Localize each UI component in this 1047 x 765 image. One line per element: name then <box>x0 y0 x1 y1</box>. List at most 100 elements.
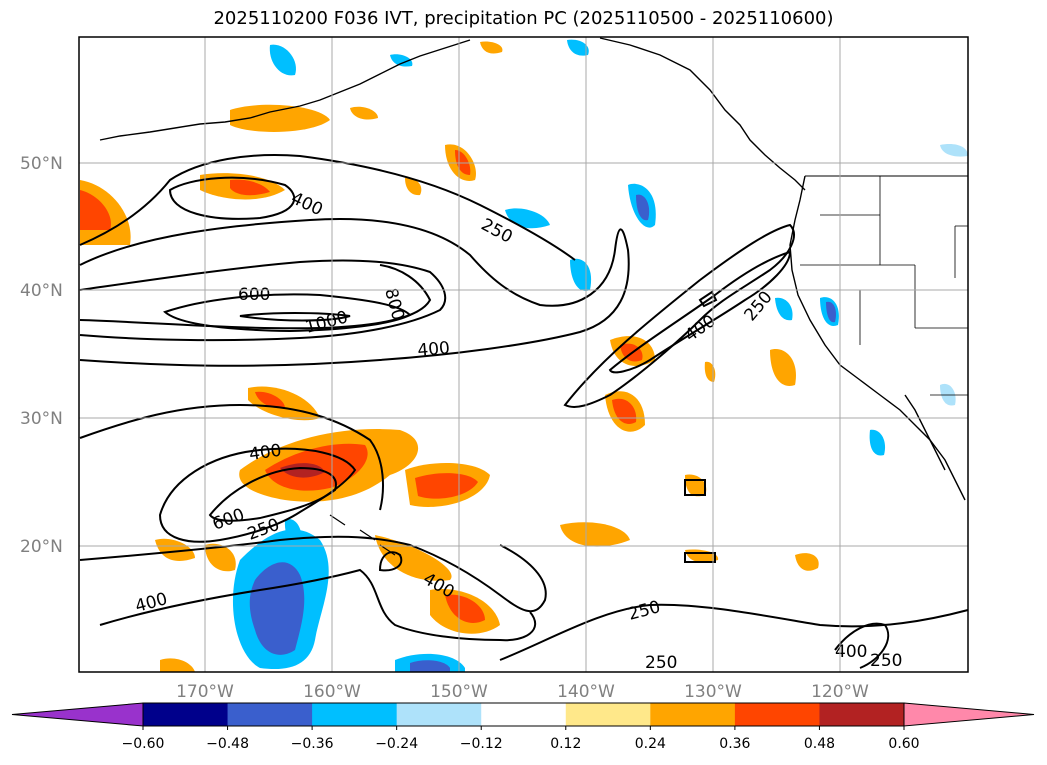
contour-label: 400 <box>681 311 719 346</box>
precip-positive-core <box>80 190 111 230</box>
hawaii-islands <box>329 514 396 556</box>
contour-label: 250 <box>626 597 663 625</box>
colorbar-swatch <box>396 703 482 726</box>
precip-positive-area <box>350 106 378 120</box>
alaska-coastline <box>599 37 806 191</box>
colorbar: −0.60 −0.48 −0.36 −0.24 −0.12 0.12 0.24 0.36 0.4… <box>11 702 1035 752</box>
lon-label: 130°W <box>684 682 742 702</box>
aleutian-coastline <box>99 39 471 141</box>
precip-positive-area <box>205 543 236 572</box>
precip-positive-core <box>415 473 478 499</box>
lon-label: 120°W <box>811 682 869 702</box>
ivt-contour-250 <box>684 479 706 496</box>
contour-label: 1000 <box>303 307 350 338</box>
colorbar-frame <box>142 702 905 727</box>
precip-negative-area <box>505 208 550 229</box>
ivt-contour-1000 <box>239 312 351 322</box>
contour-label: 400 <box>417 338 451 361</box>
contour-label: 400 <box>133 589 170 617</box>
colorbar-swatch <box>312 703 398 726</box>
lat-label: 30°N <box>20 409 63 429</box>
us-state-lines <box>800 176 968 396</box>
lon-label: 150°W <box>430 682 488 702</box>
lon-label: 160°W <box>303 682 361 702</box>
colorbar-swatch <box>650 703 736 726</box>
precip-positive-core <box>255 391 285 409</box>
precip-negative-core <box>826 301 836 323</box>
contour-label: 600 <box>238 285 270 305</box>
contour-label: 250 <box>741 287 777 325</box>
ivt-contour-400 <box>158 447 357 543</box>
ivt-contour-400 <box>168 176 296 220</box>
contour-label: 250 <box>870 651 902 671</box>
ivt-contour-250 <box>79 403 384 511</box>
ivt-contour-250 <box>378 551 403 572</box>
precip-negative-area <box>775 297 793 321</box>
precip-negative-area <box>869 429 886 456</box>
lat-label: 50°N <box>20 154 63 174</box>
ivt-contour-250 <box>79 218 630 367</box>
precip-negative-area <box>269 44 296 76</box>
colorbar-swatch <box>734 703 820 726</box>
precip-positive-area <box>560 522 630 547</box>
colorbar-tick-label: 0.60 <box>888 736 919 752</box>
ivt-contour-400 <box>99 568 537 642</box>
precip-positive-area <box>230 104 330 132</box>
graticule <box>79 37 968 672</box>
contour-label: 400 <box>288 188 326 220</box>
ivt-contour-250 <box>499 603 969 661</box>
precip-positive-core <box>230 179 270 196</box>
ivt-contour-250 <box>79 535 547 613</box>
ivt-contour-250 <box>79 154 576 261</box>
contour-label: 800 <box>380 286 408 323</box>
colorbar-tick-label: −0.36 <box>291 736 334 752</box>
colorbar-extend-high <box>903 702 1035 727</box>
ivt-contour-800 <box>79 264 432 330</box>
precip-positive-peak <box>280 463 325 478</box>
contour-label: 400 <box>248 441 283 465</box>
contour-label: 250 <box>645 653 677 673</box>
precip-positive-area <box>795 553 819 571</box>
lat-label: 20°N <box>20 537 63 557</box>
ivt-contour-250 <box>684 552 716 563</box>
precip-positive-area <box>405 177 422 196</box>
colorbar-swatch <box>143 703 229 726</box>
longitude-labels: 170°W 160°W 150°W 140°W 130°W 120°W <box>176 682 869 702</box>
precip-positive-area <box>685 474 707 497</box>
colorbar-tick-label: −0.12 <box>460 736 503 752</box>
precip-positive-area <box>480 41 503 54</box>
colorbar-tick-label: 0.48 <box>804 736 835 752</box>
precip-negative-area <box>567 39 589 56</box>
colorbar-swatch <box>565 703 651 726</box>
colorbar-extend-low <box>11 702 144 727</box>
precip-negative-area <box>940 144 968 157</box>
colorbar-tick-label: 0.12 <box>550 736 581 752</box>
baja-california-coastline <box>904 394 946 471</box>
precip-positive-area <box>155 538 195 561</box>
colorbar-tick-label: −0.48 <box>206 736 249 752</box>
lon-label: 140°W <box>557 682 615 702</box>
colorbar-swatch <box>481 703 567 726</box>
precip-anomaly-shading <box>80 39 968 672</box>
map-title: 2025110200 F036 IVT, precipitation PC (2… <box>213 8 834 29</box>
colorbar-tick-label: 0.24 <box>635 736 666 752</box>
precip-positive-area <box>704 361 716 382</box>
ivt-contour-400 <box>698 290 718 308</box>
precip-positive-area <box>248 386 320 421</box>
colorbar-tick-label: 0.36 <box>719 736 750 752</box>
precip-negative-core <box>636 194 650 221</box>
latitude-labels: 50°N 40°N 30°N 20°N <box>20 154 63 557</box>
ivt-contour-250 <box>563 223 795 408</box>
lat-label: 40°N <box>20 281 63 301</box>
precip-positive-core <box>445 594 485 623</box>
ivt-contour-400 <box>608 250 792 374</box>
ivt-contour-400 <box>834 622 890 669</box>
precip-positive-area <box>160 658 195 672</box>
map-frame <box>78 36 969 673</box>
ivt-contour-600 <box>208 466 337 522</box>
contour-label: 400 <box>835 642 867 662</box>
precip-positive-area <box>770 349 796 386</box>
colorbar-swatch <box>819 703 905 726</box>
coastlines <box>99 37 968 556</box>
